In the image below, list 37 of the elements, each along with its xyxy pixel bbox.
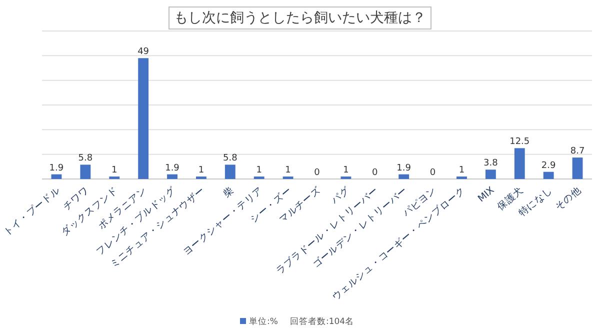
data-label: 12.5: [510, 137, 530, 148]
data-label: 49: [138, 47, 150, 58]
data-label: 1.9: [396, 163, 412, 174]
data-label: 8.7: [570, 146, 585, 157]
data-label: 1.9: [165, 163, 180, 174]
data-label: 0: [430, 168, 436, 178]
data-label: 5.8: [222, 154, 238, 164]
bar: [543, 172, 554, 179]
data-label: 0: [314, 168, 320, 178]
data-label: 2.9: [541, 160, 556, 171]
bar: [514, 148, 525, 179]
bar: [51, 174, 62, 179]
text: 回答者数:104名: [290, 316, 354, 327]
bar: [138, 58, 149, 179]
bar: [167, 174, 178, 179]
bar: [572, 158, 583, 179]
chart-title: もし次に飼うとしたら飼いたい犬種は？: [174, 10, 426, 26]
data-label: 1: [112, 166, 118, 176]
x-tick-label: その他: [552, 184, 584, 213]
data-label: 1.9: [49, 163, 64, 174]
legend-label: 単位:%: [249, 316, 278, 327]
data-label: 1: [285, 166, 291, 176]
data-label: 1: [458, 166, 465, 176]
bar: [398, 174, 410, 179]
data-label: 1: [256, 166, 262, 176]
x-tick-label: トイ・プードル: [1, 184, 62, 238]
data-label: 5.8: [78, 154, 93, 164]
bar: [485, 170, 496, 179]
data-label: 3.8: [484, 158, 498, 169]
x-tick-label: MIX: [476, 184, 497, 205]
x-tick-label: パグ: [328, 184, 353, 207]
bar: [224, 164, 236, 179]
x-tick-label: 柴: [220, 184, 236, 200]
data-label: 1: [198, 166, 204, 176]
data-label: 1: [343, 166, 349, 176]
data-label: 0: [372, 168, 378, 178]
bar: [80, 164, 91, 179]
